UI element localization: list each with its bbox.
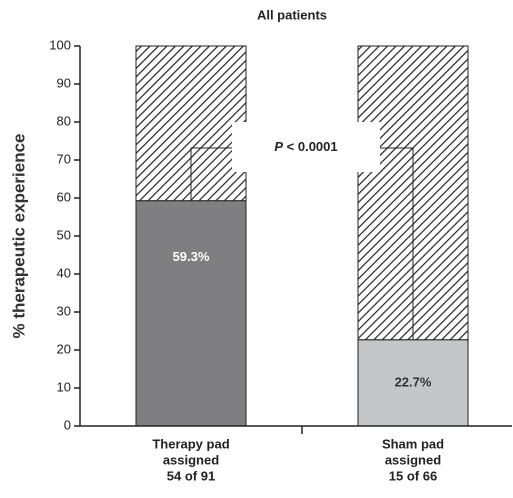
annotation: P < 0.0001 — [274, 139, 337, 154]
annotation-part: P — [274, 139, 283, 154]
x-tick-label: Therapy pad — [152, 436, 229, 451]
y-tick-label: 0 — [64, 417, 71, 432]
y-tick-label: 100 — [49, 37, 71, 52]
data-label: 22.7% — [395, 374, 432, 389]
y-tick-label: 90 — [57, 75, 71, 90]
x-tick-label: 54 of 91 — [167, 468, 215, 483]
y-tick-label: 60 — [57, 189, 71, 204]
x-tick-label: 15 of 66 — [389, 468, 437, 483]
data-label: 59.3% — [173, 249, 210, 264]
x-tick-label: assigned — [385, 452, 441, 467]
y-tick-label: 80 — [57, 113, 71, 128]
annotation-box — [232, 122, 380, 172]
x-tick-label: Sham pad — [382, 436, 444, 451]
chart-title: All patients — [257, 7, 327, 22]
annotation-part: < 0.0001 — [287, 139, 338, 154]
y-tick-label: 70 — [57, 151, 71, 166]
y-tick-label: 20 — [57, 341, 71, 356]
y-tick-label: 40 — [57, 265, 71, 280]
x-tick-label: assigned — [163, 452, 219, 467]
y-tick-label: 50 — [57, 227, 71, 242]
bar-segment — [357, 339, 469, 427]
y-tick-label: 30 — [57, 303, 71, 318]
y-axis-label: % therapeutic experience — [9, 133, 28, 338]
y-tick-label: 10 — [57, 379, 71, 394]
bar-segment — [135, 200, 247, 427]
